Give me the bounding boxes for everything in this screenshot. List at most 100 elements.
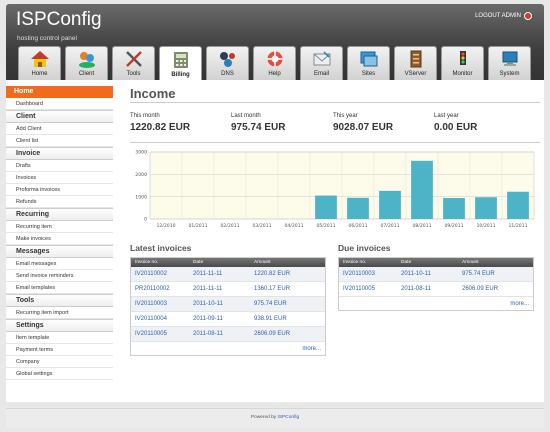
sidebar-item-payment-terms[interactable]: Payment terms [6, 344, 113, 356]
invoice-date: 2011-11-11 [193, 271, 223, 277]
invoice-date: 2011-08-11 [193, 331, 223, 337]
table-row[interactable]: IV20110004 2011-09-11 938.91 EUR [131, 312, 325, 327]
sidebar-item-proforma-invoices[interactable]: Proforma invoices [6, 184, 113, 196]
footer-brand-link[interactable]: ISPConfig [277, 415, 300, 420]
sidebar-item-make-invoices[interactable]: Make invoices [6, 233, 113, 245]
sidebar-item-company[interactable]: Company [6, 356, 113, 368]
sidebar-item-recurring-item[interactable]: Recurring item [6, 221, 113, 233]
tab-dns[interactable]: DNS [206, 46, 249, 80]
invoice-number[interactable]: IV20110003 [343, 271, 375, 277]
tab-monitor[interactable]: Monitor [441, 46, 484, 80]
due-invoices-title: Due invoices [338, 243, 391, 253]
table-row[interactable]: IV20110003 2011-10-11 975.74 EUR [131, 297, 325, 312]
tab-help[interactable]: Help [253, 46, 296, 80]
due-invoices-table: Invoice no. Date Amount IV20110003 2011-… [338, 257, 534, 311]
x-tick-label: 10/2011 [476, 223, 495, 229]
sidebar-item-refunds[interactable]: Refunds [6, 196, 113, 208]
column-header: Invoice no. [343, 260, 367, 265]
x-tick-label: 09/2011 [444, 223, 463, 229]
latest-invoices-title: Latest invoices [130, 243, 192, 253]
invoice-date: 2011-09-11 [193, 316, 223, 322]
logout-link[interactable]: LOGOUT ADMIN [475, 12, 532, 20]
y-tick-label: 2000 [135, 172, 147, 178]
invoice-amount: 2606.09 EUR [254, 331, 291, 337]
sidebar-item-send-invoice-reminders[interactable]: Send invoice reminders [6, 270, 113, 282]
column-header: Date [401, 260, 412, 265]
column-header: Date [193, 260, 204, 265]
invoice-number[interactable]: IV20110005 [343, 286, 375, 292]
tab-billing[interactable]: Billing [159, 46, 202, 81]
sidebar-item-add-client[interactable]: Add Client [6, 123, 113, 135]
title-divider [130, 102, 540, 103]
sidebar-item-email-templates[interactable]: Email templates [6, 282, 113, 294]
tab-system[interactable]: System [488, 46, 531, 80]
sidebar-item-home[interactable]: Home [6, 86, 113, 98]
table-row[interactable]: IV20110002 2011-11-11 1220.82 EUR [131, 267, 325, 282]
dns-icon [217, 50, 239, 68]
more-link[interactable]: more... [302, 346, 321, 352]
sidebar-group-messages: Messages [6, 245, 113, 258]
tab-client[interactable]: Client [65, 46, 108, 80]
stat-label: Last year [434, 113, 459, 119]
invoice-number[interactable]: IV20110005 [135, 331, 167, 337]
invoice-amount: 1220.82 EUR [254, 271, 291, 277]
x-tick-label: 06/2011 [348, 223, 367, 229]
table-row[interactable]: IV20110003 2011-10-11 975.74 EUR [339, 267, 533, 282]
sidebar-item-email-messages[interactable]: Email messages [6, 258, 113, 270]
invoice-number[interactable]: IV20110003 [135, 301, 167, 307]
invoice-amount: 975.74 EUR [254, 301, 287, 307]
tab-label: Billing [171, 72, 190, 78]
help-icon [264, 50, 286, 68]
x-tick-label: 02/2011 [220, 223, 239, 229]
tab-label: Monitor [452, 71, 473, 77]
tab-email[interactable]: Email [300, 46, 343, 80]
bar [475, 197, 497, 219]
x-tick-label: 08/2011 [412, 223, 431, 229]
sidebar-item-drafts[interactable]: Drafts [6, 160, 113, 172]
sidebar-item-dashboard[interactable]: Dashboard [6, 98, 113, 110]
tab-home[interactable]: Home [18, 46, 61, 80]
invoice-number[interactable]: IV20110002 [135, 271, 167, 277]
sidebar-item-item-template[interactable]: Item template [6, 332, 113, 344]
stat-this-month: This month 1220.82 EUR [130, 113, 190, 133]
table-row[interactable]: IV20110005 2011-08-11 2606.09 EUR [131, 327, 325, 342]
stat-label: This month [130, 113, 160, 119]
more-link[interactable]: more... [510, 301, 529, 307]
tab-label: System [499, 71, 520, 77]
invoice-number[interactable]: PR20110002 [135, 286, 170, 292]
vserver-icon [405, 50, 427, 68]
footer-text: Powered by [250, 415, 277, 420]
logout-label: LOGOUT ADMIN [475, 13, 521, 19]
table-header: Invoice no. Date Amount [131, 258, 325, 267]
x-tick-label: 05/2011 [316, 223, 335, 229]
client-icon [76, 50, 98, 68]
bar [379, 190, 401, 219]
invoice-number[interactable]: IV20110004 [135, 316, 167, 322]
income-chart: 0 1000 2000 3000 12/2010 01/2011 02/2011 03/201… [135, 150, 535, 229]
tab-vserver[interactable]: VServer [394, 46, 437, 80]
tab-label: Home [31, 71, 48, 77]
sidebar-group-invoice: Invoice [6, 147, 113, 160]
billing-icon [170, 51, 192, 69]
table-row[interactable]: PR20110002 2011-11-11 1360.17 EUR [131, 282, 325, 297]
tab-tools[interactable]: Tools [112, 46, 155, 80]
sidebar-item-invoices[interactable]: Invoices [6, 172, 113, 184]
header: ISPConfig hosting control panel LOGOUT A… [6, 4, 544, 81]
x-tick-label: 03/2011 [252, 223, 271, 229]
x-tick-label: 07/2011 [380, 223, 399, 229]
sidebar-item-client-list[interactable]: Client list [6, 135, 113, 147]
tab-label: Email [313, 71, 329, 77]
bar [443, 198, 465, 219]
sidebar-item-recurring-item-import[interactable]: Recurring item import [6, 307, 113, 319]
sidebar-item-global-settings[interactable]: Global settings [6, 368, 113, 380]
y-tick-label: 3000 [135, 150, 147, 156]
invoice-date: 2011-10-11 [193, 301, 223, 307]
column-header: Amount [462, 260, 479, 265]
stat-this-year: This year 9028.07 EUR [333, 113, 393, 133]
table-row[interactable]: IV20110005 2011-08-11 2606.09 EUR [339, 282, 533, 297]
tab-sites[interactable]: Sites [347, 46, 390, 80]
home-icon [29, 50, 51, 68]
bar [507, 191, 529, 219]
tab-label: Tools [126, 71, 141, 77]
stat-last-month: Last month 975.74 EUR [231, 113, 285, 133]
